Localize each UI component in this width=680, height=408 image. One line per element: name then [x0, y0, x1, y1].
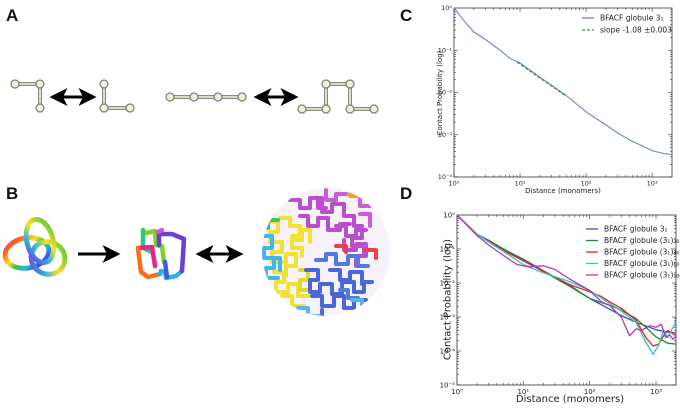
- bead-chain-u-shape: [297, 79, 379, 114]
- legend: BFACF globule 3₁ slope -1.08 ±0.003: [582, 14, 672, 35]
- y-tick-label: 10⁻⁴: [438, 173, 453, 181]
- bead-chain-corner-2: [99, 79, 135, 113]
- chart-c: 10⁰ 10¹ 10² 10³ 10⁰ 10⁻¹ 10⁻² 10⁻³ 10⁻⁴ BFACF glo…: [438, 4, 673, 188]
- x-tick-label: 10¹: [515, 180, 526, 188]
- x-tick-label: 10²: [581, 180, 592, 188]
- legend-label: BFACF globule (3₁)₆₀: [604, 259, 679, 268]
- globule-icon: [262, 188, 390, 316]
- legend-label: BFACF globule 3₁: [600, 14, 664, 23]
- panel-label-a: A: [6, 6, 19, 25]
- legend: BFACF globule 3₁ BFACF globule (3₁)₂₀ BFAC…: [586, 225, 680, 280]
- trefoil-knot-icon: [2, 216, 68, 277]
- panel-label-c: C: [400, 6, 413, 25]
- chart-d: 10⁰ 10¹ 10² 10³ 10⁰ 10⁻¹ 10⁻² 10⁻³ 10⁻⁴ 10⁻⁵ BFACF…: [440, 211, 680, 396]
- x-tick-label: 10¹: [517, 388, 529, 396]
- panel-label-d: D: [400, 184, 413, 203]
- lattice-knot-icon: [135, 227, 187, 281]
- y-tick-label: 10⁻¹: [440, 245, 456, 253]
- legend-label: BFACF globule 3₁: [604, 225, 668, 234]
- panel-label-b: B: [6, 184, 19, 203]
- chart-d-ylabel: Contact Probability (log): [442, 238, 454, 361]
- plot-area: [453, 7, 673, 178]
- legend-label: slope -1.08 ±0.003: [600, 26, 672, 35]
- y-tick-label: 10⁻³: [438, 131, 453, 139]
- y-tick-label: 10⁻²: [440, 279, 456, 287]
- legend-label: BFACF globule (3₁)₂₀: [604, 236, 679, 245]
- x-tick-label: 10³: [647, 180, 658, 188]
- x-tick-label: 10⁰: [449, 180, 460, 188]
- y-tick-label: 10⁻⁵: [440, 381, 456, 389]
- x-tick-label: 10³: [650, 388, 662, 396]
- chart-d-xlabel: Distance (monomers): [515, 394, 625, 405]
- legend-label: BFACF globule (3₁)₁₀₀: [604, 271, 680, 280]
- y-tick-label: 10⁻³: [440, 313, 456, 321]
- legend-label: BFACF globule (3₁)₄₀: [604, 248, 679, 257]
- chart-c-xlabel: Distance (monomers): [525, 187, 601, 195]
- series-line: [453, 7, 673, 156]
- chart-c-ylabel: Contact Probability (log): [436, 50, 444, 136]
- series-line: [456, 214, 677, 345]
- bead-chain-straight: [165, 92, 247, 102]
- y-tick-label: 10⁰: [443, 211, 455, 219]
- y-tick-label: 10⁻²: [438, 89, 453, 97]
- panel-a-diagram: [10, 79, 379, 114]
- panel-b-diagram: [2, 188, 390, 316]
- x-tick-label: 10⁰: [451, 388, 463, 396]
- series-line: [456, 214, 677, 341]
- y-tick-label: 10⁰: [441, 4, 452, 12]
- bead-chain-corner-1: [10, 79, 45, 113]
- y-tick-label: 10⁻⁴: [440, 347, 456, 355]
- x-tick-label: 10²: [584, 388, 596, 396]
- y-tick-label: 10⁻¹: [438, 46, 453, 54]
- series-line: [456, 214, 677, 347]
